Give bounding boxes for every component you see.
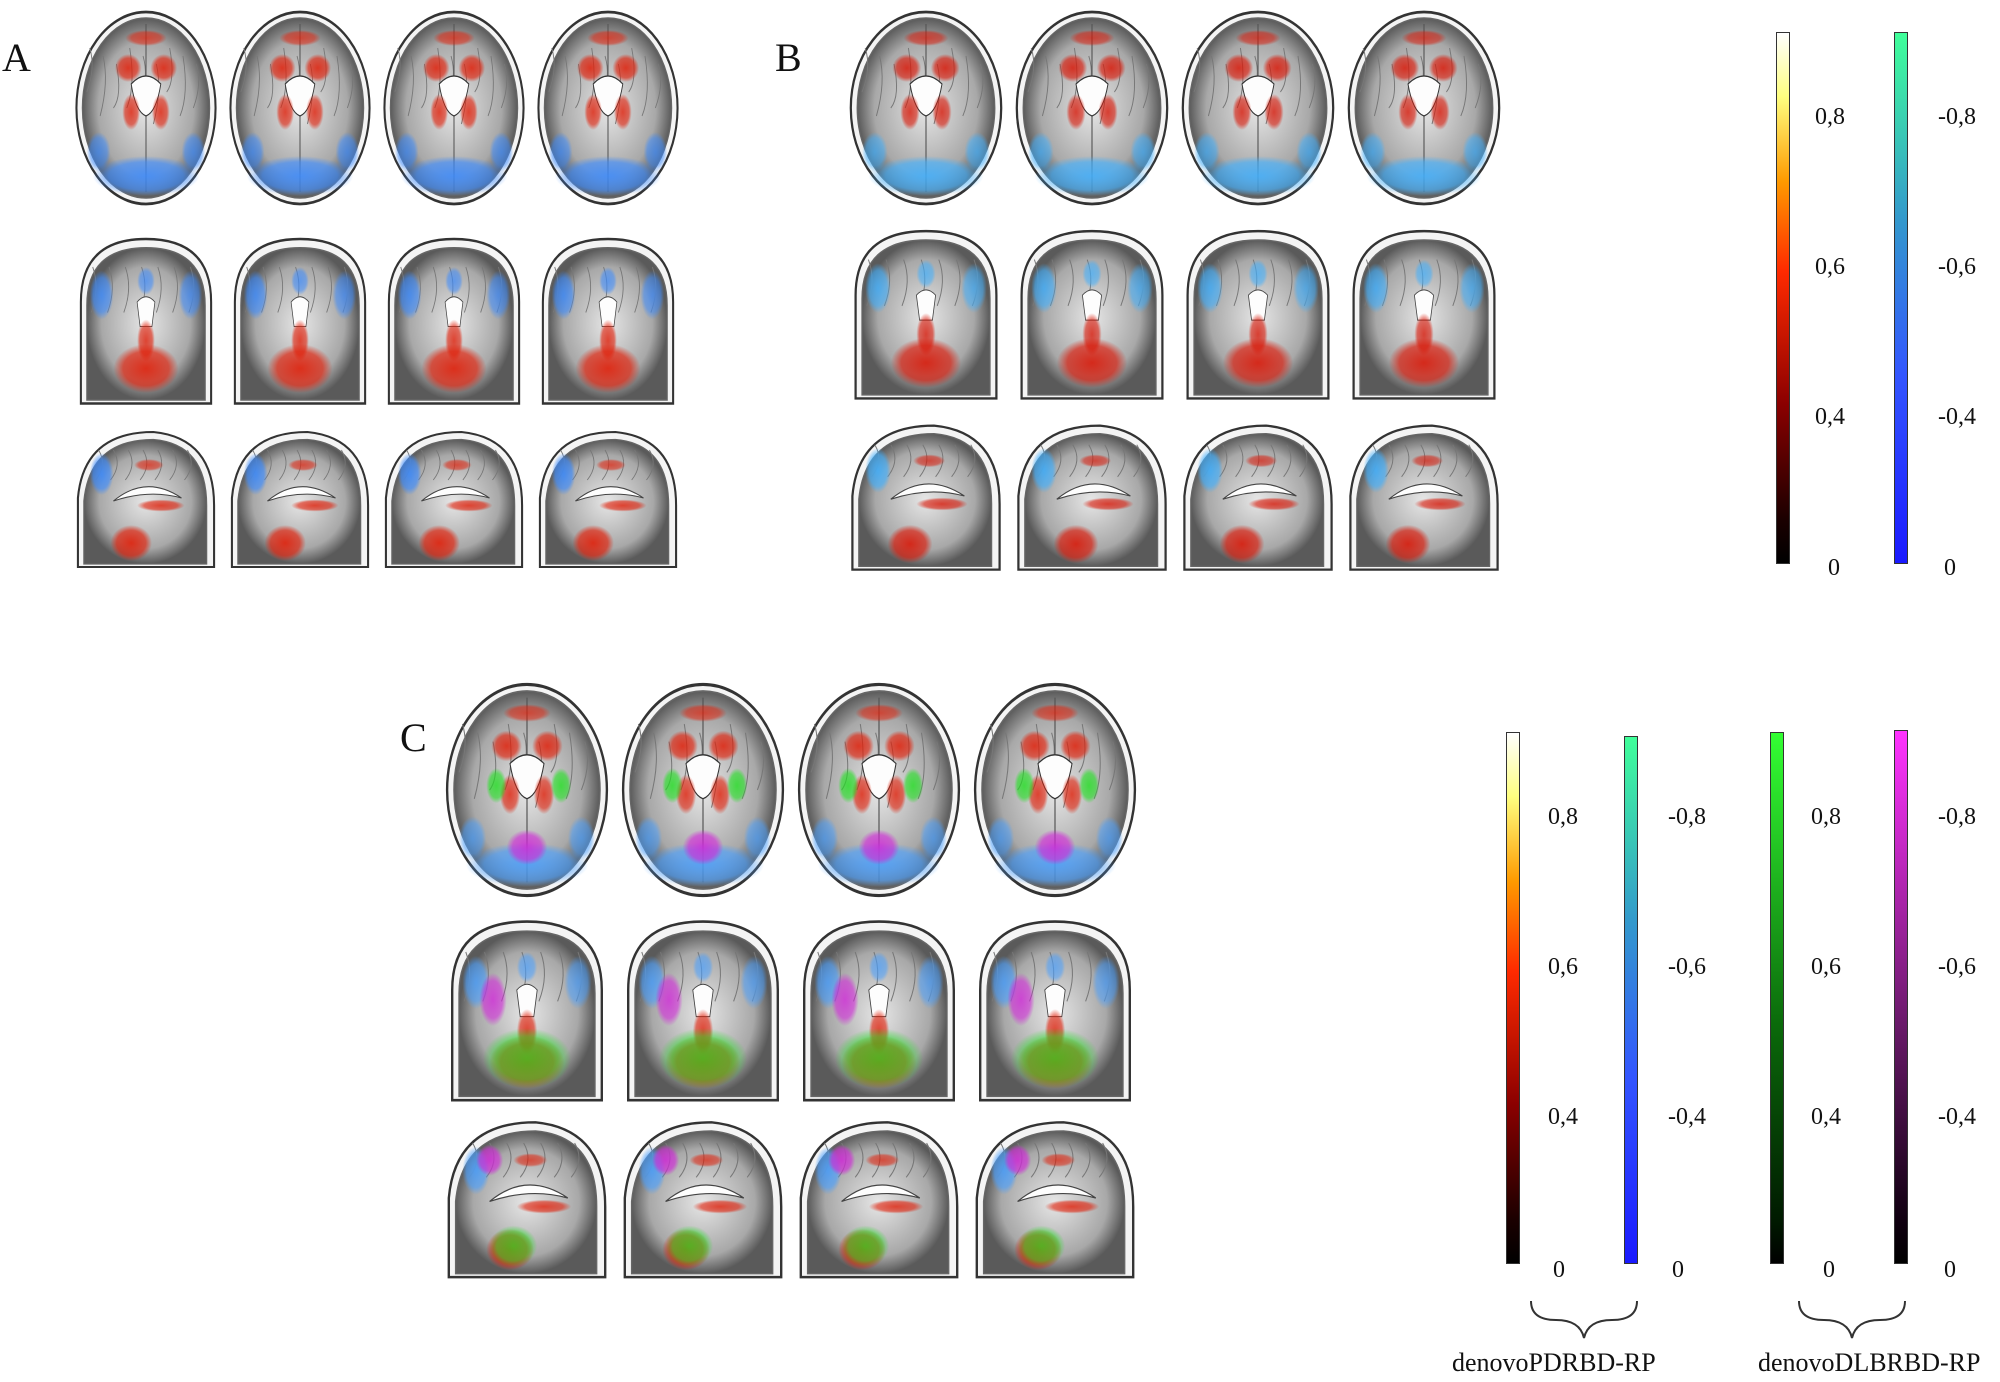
tick-label: -0,4	[1938, 1104, 1976, 1130]
coronal-brain-slice	[72, 232, 220, 407]
sagittal-brain-slice	[1344, 416, 1504, 576]
tick-label: 0,8	[1815, 104, 1845, 130]
axial-brain-slice	[794, 680, 964, 900]
coronal-row	[72, 232, 682, 407]
tick-label: -0,6	[1668, 954, 1706, 980]
axial-brain-slice	[1012, 8, 1172, 208]
sagittal-row	[846, 416, 1504, 576]
coronal-brain-slice	[1012, 224, 1172, 402]
tick-label: 0	[1553, 1257, 1565, 1283]
panel-label-b: B	[775, 35, 802, 80]
panel-c-brain-slices	[442, 680, 1162, 1292]
tick-label: 0,6	[1811, 954, 1841, 980]
colorbar-c-group2-positive	[1770, 732, 1784, 1264]
sagittal-brain-slice	[794, 1112, 964, 1284]
sagittal-brain-slice	[442, 1112, 612, 1284]
tick-label: 0,6	[1815, 254, 1845, 280]
tick-label: 0	[1944, 1257, 1956, 1283]
sagittal-brain-slice	[1178, 416, 1338, 576]
colorbar-positive-ab	[1776, 32, 1790, 564]
tick-label: -0,8	[1938, 104, 1976, 130]
axial-brain-slice	[534, 8, 682, 208]
brace-icon	[1530, 1300, 1638, 1339]
tick-label: 0	[1672, 1257, 1684, 1283]
panel-b-brain-slices	[846, 8, 1512, 576]
group-label-denovodlbrbd: denovoDLBRBD-RP	[1758, 1348, 1981, 1377]
panel-label-c: C	[400, 715, 427, 760]
tick-label: -0,6	[1938, 254, 1976, 280]
coronal-brain-slice	[534, 232, 682, 407]
colorbar-c-group1-positive	[1506, 732, 1520, 1264]
sagittal-brain-slice	[1012, 416, 1172, 576]
axial-brain-slice	[72, 8, 220, 208]
coronal-row	[442, 914, 1140, 1104]
tick-label: 0,4	[1811, 1104, 1841, 1130]
sagittal-row	[442, 1112, 1140, 1284]
coronal-brain-slice	[846, 224, 1006, 402]
panel-label-a: A	[2, 35, 31, 80]
axial-brain-slice	[226, 8, 374, 208]
axial-brain-slice	[380, 8, 528, 208]
sagittal-brain-slice	[380, 423, 528, 573]
axial-brain-slice	[970, 680, 1140, 900]
tick-label: 0,4	[1815, 404, 1845, 430]
axial-brain-slice	[442, 680, 612, 900]
colorbar-c-group1-negative	[1624, 736, 1638, 1264]
tick-label: 0,8	[1811, 804, 1841, 830]
coronal-row	[846, 224, 1504, 402]
tick-label: 0	[1828, 555, 1840, 581]
axial-brain-slice	[1344, 8, 1504, 208]
brace-icon	[1798, 1300, 1906, 1339]
panel-a-brain-slices	[72, 8, 712, 573]
coronal-brain-slice	[794, 914, 964, 1104]
tick-label: 0,4	[1548, 1104, 1578, 1130]
tick-label: -0,8	[1938, 804, 1976, 830]
axial-brain-slice	[618, 680, 788, 900]
sagittal-row	[72, 423, 682, 573]
group-label-denovopdrbd: denovoPDRBD-RP	[1452, 1348, 1656, 1377]
sagittal-brain-slice	[970, 1112, 1140, 1284]
colorbar-c-group2-negative	[1894, 730, 1908, 1264]
sagittal-brain-slice	[846, 416, 1006, 576]
tick-label: 0,6	[1548, 954, 1578, 980]
sagittal-brain-slice	[226, 423, 374, 573]
sagittal-brain-slice	[618, 1112, 788, 1284]
tick-label: 0,8	[1548, 804, 1578, 830]
tick-label: -0,4	[1668, 1104, 1706, 1130]
coronal-brain-slice	[970, 914, 1140, 1104]
coronal-brain-slice	[226, 232, 374, 407]
axial-brain-slice	[1178, 8, 1338, 208]
tick-label: -0,6	[1938, 954, 1976, 980]
sagittal-brain-slice	[72, 423, 220, 573]
sagittal-brain-slice	[534, 423, 682, 573]
tick-label: -0,4	[1938, 404, 1976, 430]
axial-row	[846, 8, 1504, 208]
axial-row	[442, 680, 1140, 900]
axial-row	[72, 8, 682, 208]
axial-brain-slice	[846, 8, 1006, 208]
coronal-brain-slice	[618, 914, 788, 1104]
tick-label: 0	[1944, 555, 1956, 581]
coronal-brain-slice	[442, 914, 612, 1104]
tick-label: 0	[1823, 1257, 1835, 1283]
coronal-brain-slice	[380, 232, 528, 407]
tick-label: -0,8	[1668, 804, 1706, 830]
coronal-brain-slice	[1344, 224, 1504, 402]
coronal-brain-slice	[1178, 224, 1338, 402]
colorbar-negative-ab	[1894, 32, 1908, 564]
